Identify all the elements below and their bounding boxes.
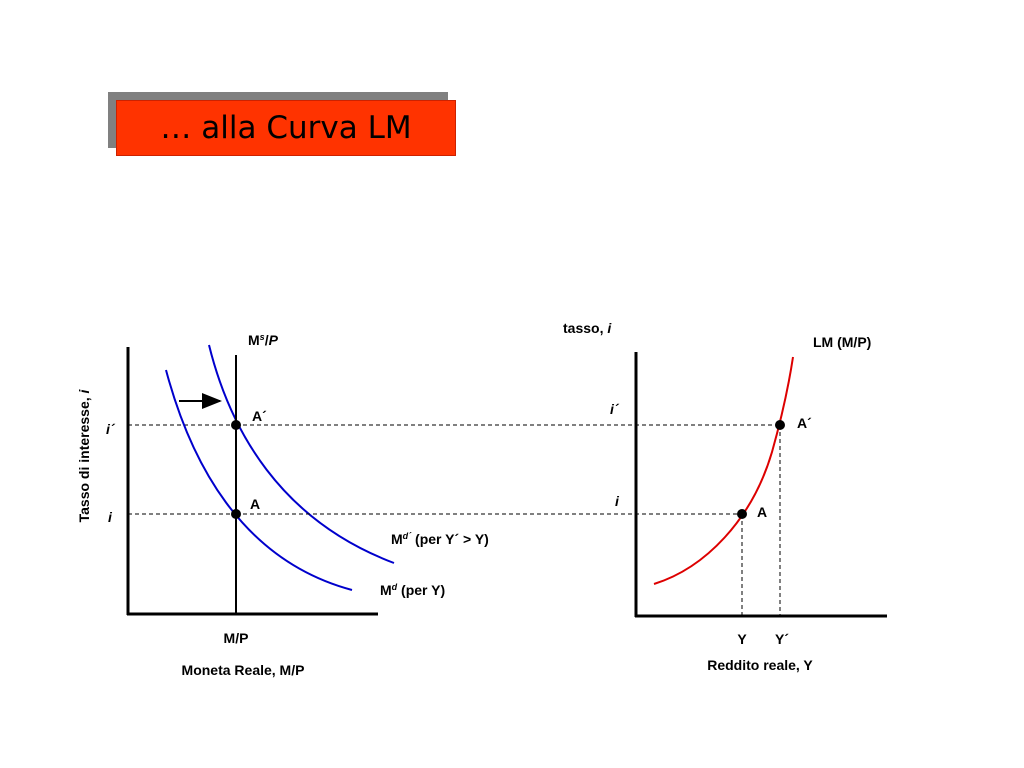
lm-point-a-prime-label: A´ — [797, 415, 812, 431]
lm-panel: tasso, i LM (M/P) i´ i A´ A Y Y´ Reddito… — [236, 320, 887, 673]
money-supply-label: Ms/P — [248, 332, 279, 348]
right-x-axis-label: Reddito reale, Y — [707, 657, 813, 673]
lm-point-a — [737, 509, 747, 519]
lm-rate-low-label: i — [615, 493, 620, 509]
lm-curve-label: LM (M/P) — [813, 334, 871, 350]
income-high-tick: Y´ — [775, 631, 789, 647]
lm-point-a-prime — [775, 420, 785, 430]
rate-low-label: i — [108, 509, 113, 525]
rate-high-label: i´ — [106, 421, 116, 437]
lm-rate-high-label: i´ — [610, 401, 620, 417]
money-demand-curve — [165, 369, 353, 591]
lm-point-a-label: A — [757, 504, 767, 520]
point-a-label: A — [250, 496, 260, 512]
demand-shifted-label: Md´ (per Y´ > Y) — [391, 531, 489, 547]
demand-label: Md (per Y) — [380, 582, 445, 598]
money-demand-shifted-curve — [208, 344, 395, 564]
left-y-axis-label: Tasso di interesse, i — [76, 388, 92, 522]
point-a-prime-label: A´ — [252, 408, 267, 424]
slide-title: … alla Curva LM — [160, 110, 412, 146]
lm-curve — [653, 356, 794, 585]
title-box: … alla Curva LM — [116, 100, 456, 156]
left-x-tick-label: M/P — [224, 630, 249, 646]
left-x-axis-label: Moneta Reale, M/P — [182, 662, 305, 678]
money-market-panel: Ms/P A´ A i´ i Md´ (per Y´ > Y) Md (per … — [76, 332, 489, 678]
income-low-tick: Y — [737, 631, 747, 647]
right-y-axis-label: tasso, i — [563, 320, 612, 336]
